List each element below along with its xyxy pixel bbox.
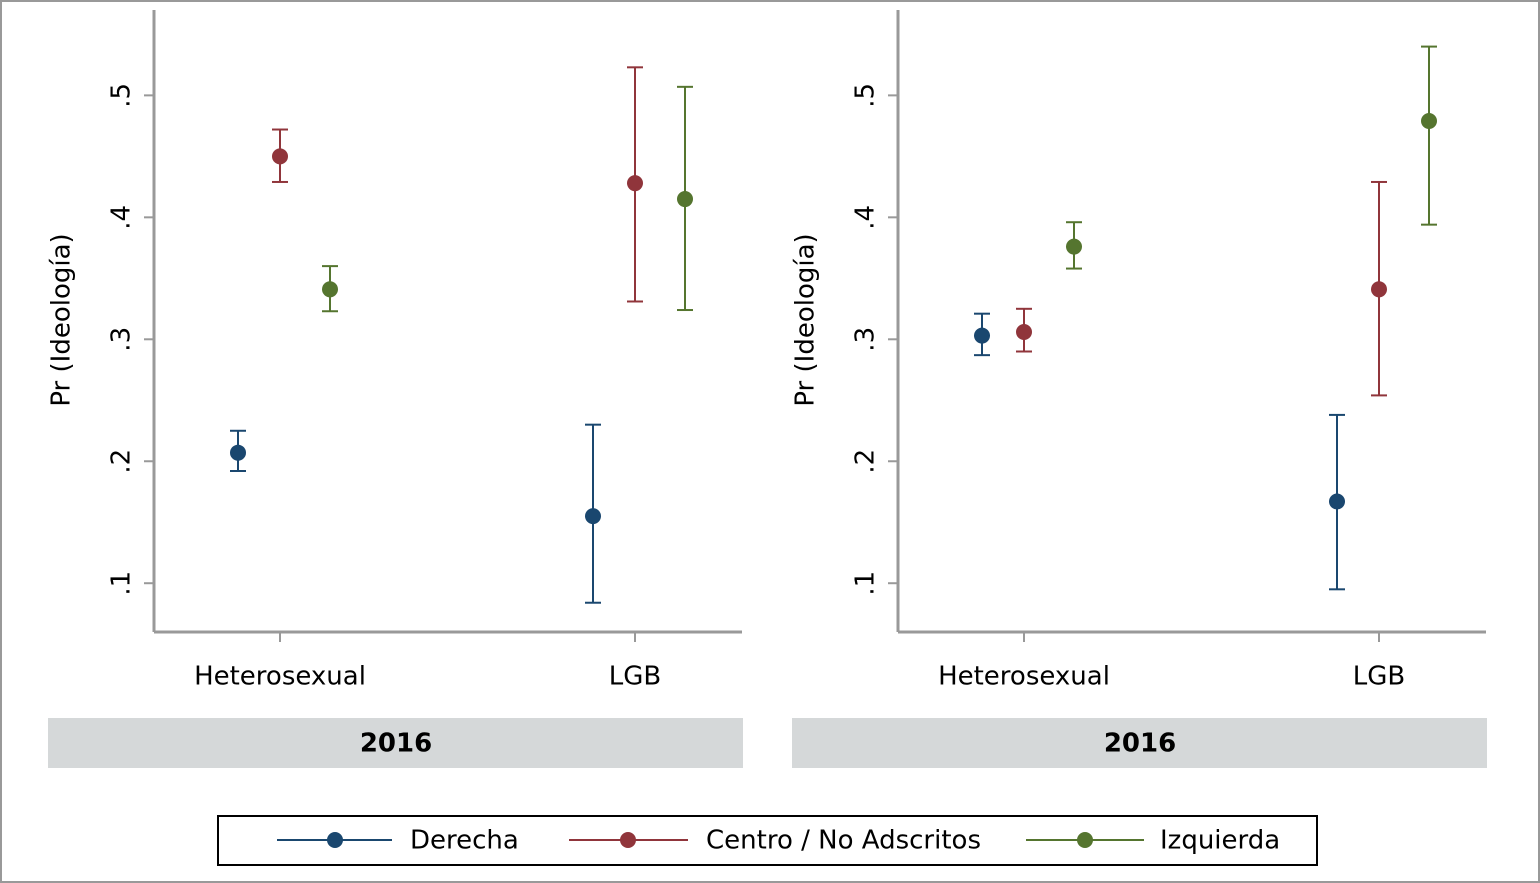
legend-marker (620, 832, 636, 848)
y-tick-label: .1 (851, 571, 881, 596)
point (585, 508, 601, 525)
y-tick-label: .2 (107, 449, 137, 474)
point (322, 281, 338, 298)
y-tick-label: .4 (107, 205, 137, 230)
y-axis-label: Pr (Ideología) (47, 233, 77, 406)
point (1066, 238, 1082, 255)
strip-label: 2016 (360, 729, 432, 759)
strip-label: 2016 (1104, 729, 1176, 759)
legend-label: Centro / No Adscritos (706, 826, 981, 856)
y-tick-label: .5 (851, 83, 881, 108)
point (1421, 112, 1437, 129)
point (1329, 493, 1345, 510)
legend-label: Izquierda (1160, 826, 1280, 856)
y-axis-label: Pr (Ideología) (791, 233, 821, 406)
y-tick-label: .2 (851, 449, 881, 474)
legend-marker (1077, 832, 1093, 848)
x-tick-label: LGB (1353, 662, 1405, 692)
x-tick-label: Heterosexual (938, 662, 1110, 692)
point (230, 444, 246, 461)
point (1016, 323, 1032, 340)
point (627, 175, 643, 192)
strip (792, 718, 1487, 768)
y-tick-label: .3 (107, 327, 137, 352)
point (1371, 281, 1387, 298)
legend-label: Derecha (410, 826, 519, 856)
y-tick-label: .3 (851, 327, 881, 352)
legend-marker (327, 832, 343, 848)
point (272, 148, 288, 165)
x-tick-label: Heterosexual (194, 662, 366, 692)
point (974, 327, 990, 344)
point (677, 191, 693, 208)
y-tick-label: .5 (107, 83, 137, 108)
strip (48, 718, 743, 768)
x-tick-label: LGB (609, 662, 661, 692)
y-tick-label: .4 (851, 205, 881, 230)
y-tick-label: .1 (107, 571, 137, 596)
